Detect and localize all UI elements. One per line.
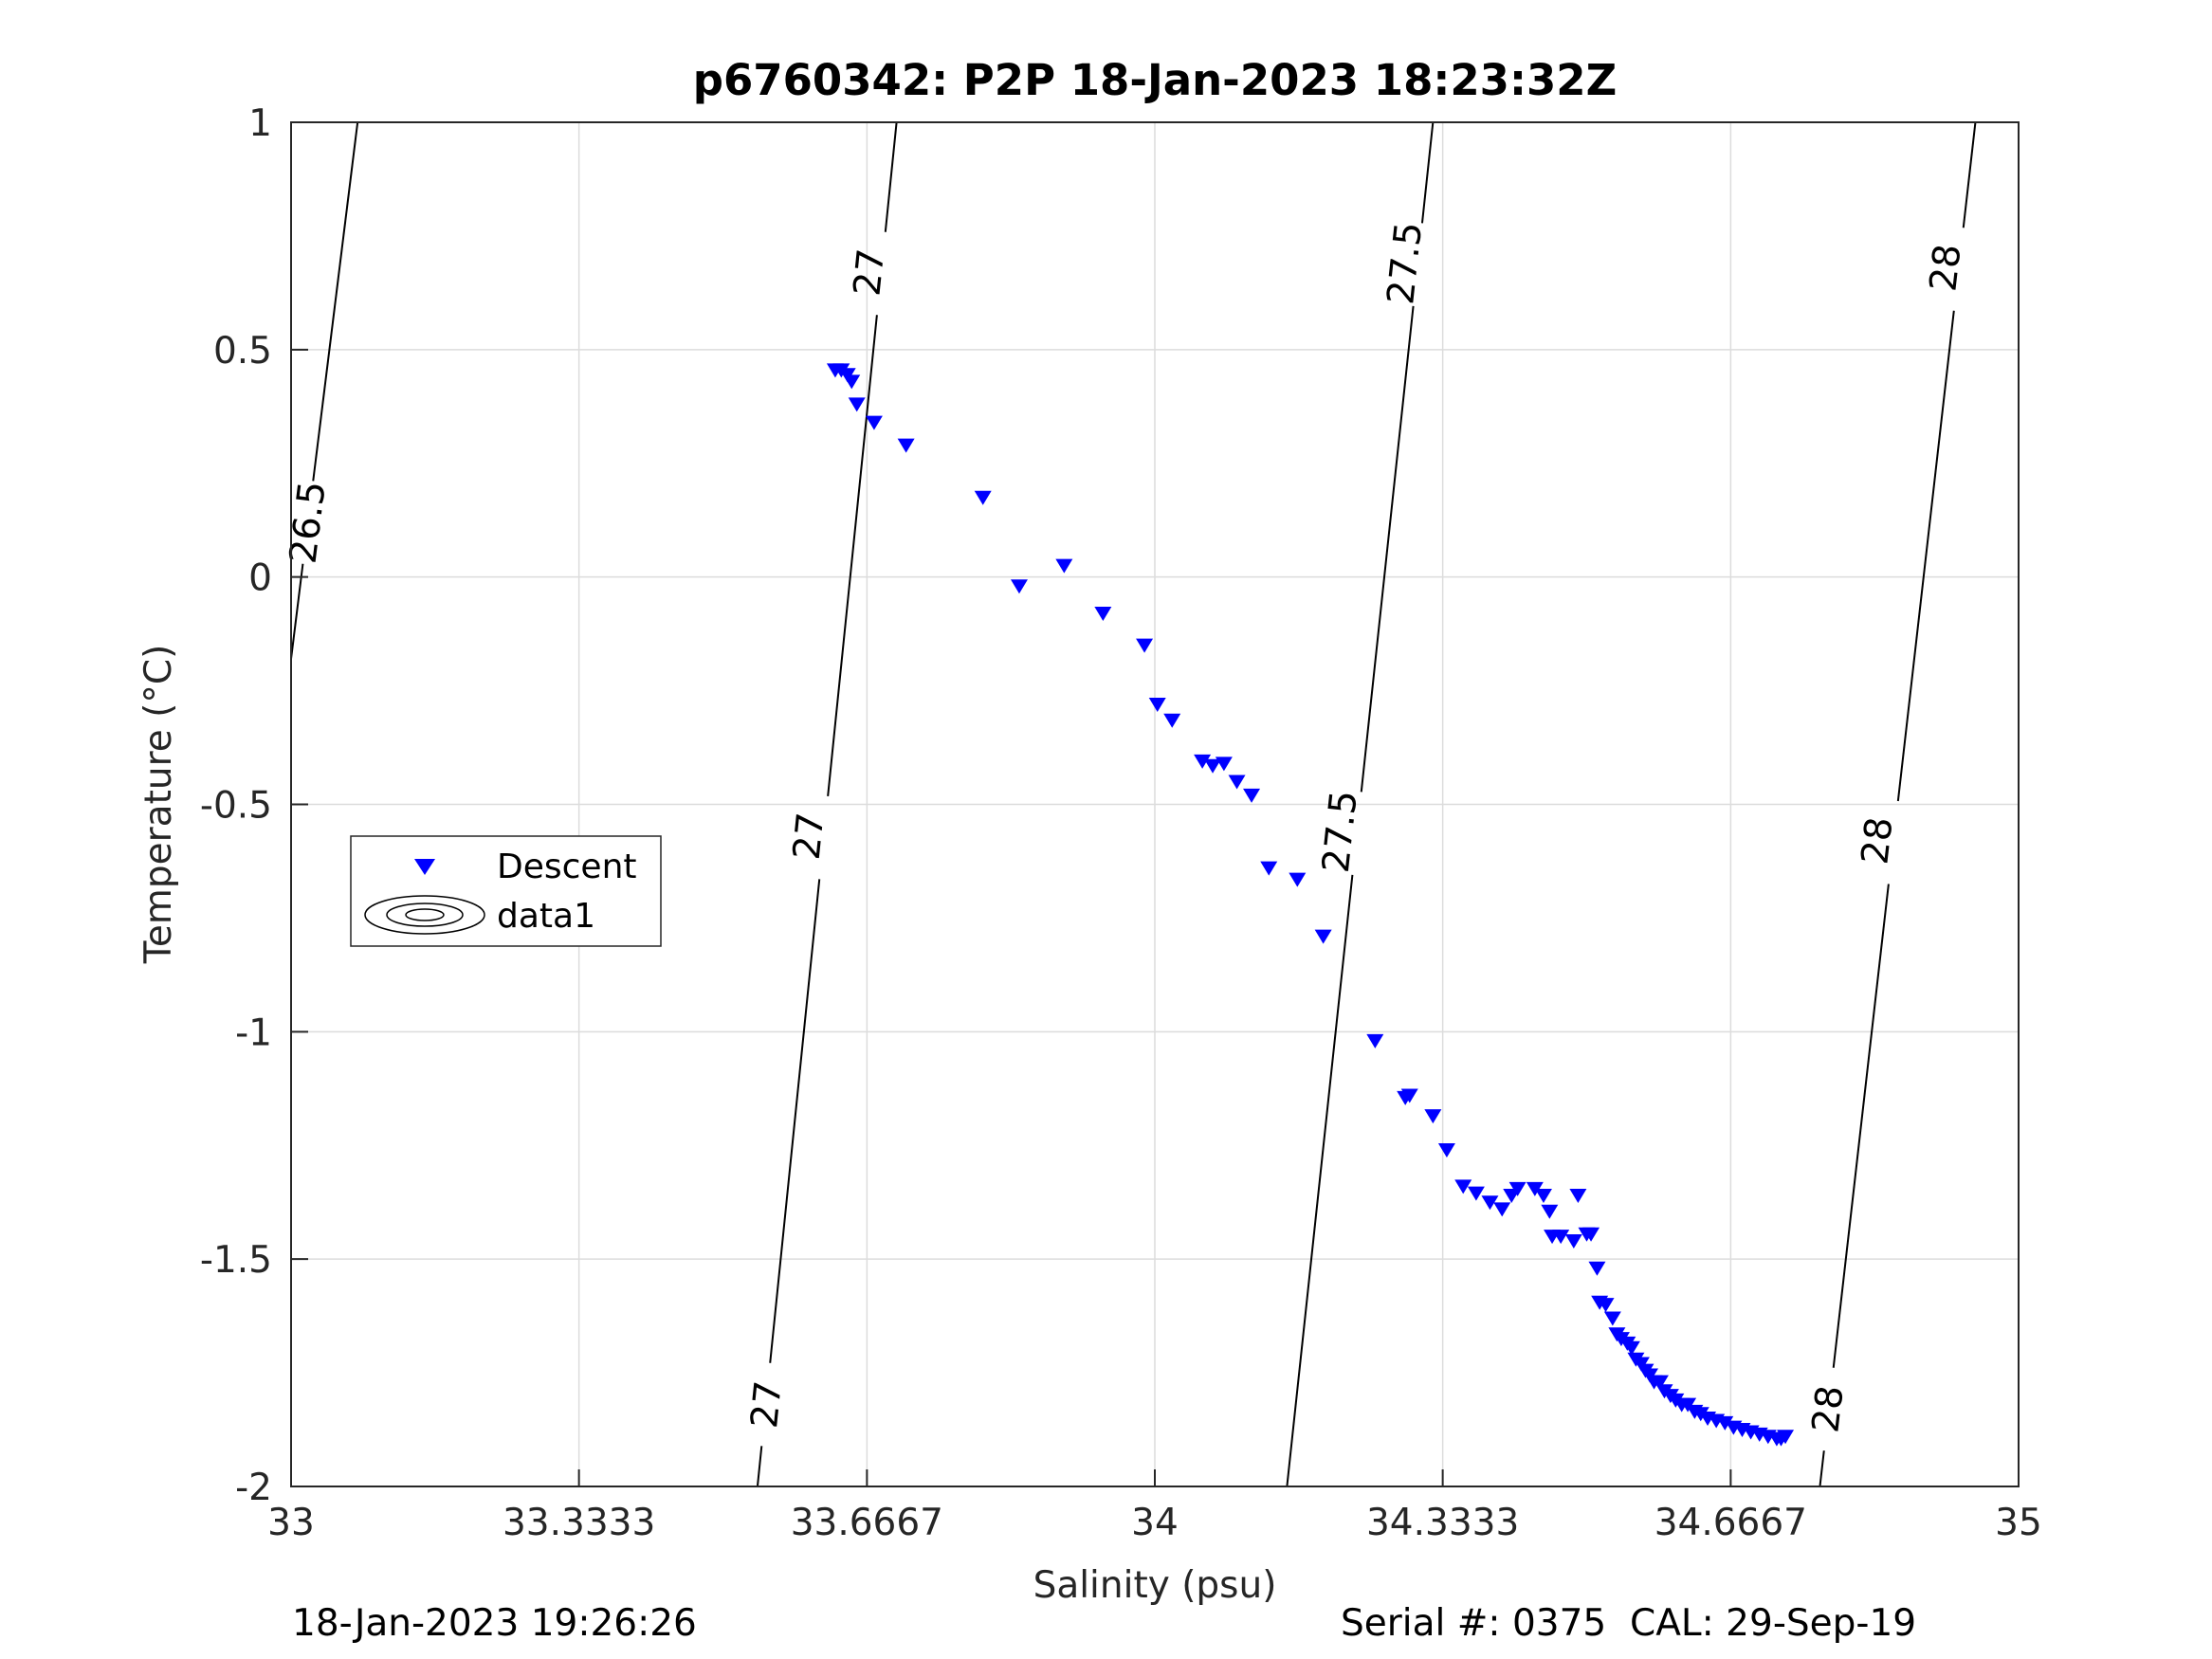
density-contour-line [1962, 121, 1977, 228]
x-tick-label: 33.3333 [503, 1502, 655, 1544]
data-point [1582, 1227, 1600, 1242]
data-point [974, 490, 992, 505]
density-contour-label: 28 [1804, 1383, 1852, 1434]
density-contour-line [1420, 121, 1435, 224]
data-point [1094, 607, 1112, 622]
data-point [1215, 757, 1233, 772]
y-tick-label: -0.5 [200, 785, 272, 828]
data-point [1148, 697, 1166, 712]
density-contour-line [1832, 884, 1890, 1368]
y-axis-label: Temperature (°C) [137, 645, 180, 965]
x-tick-label: 34.3333 [1366, 1502, 1519, 1544]
legend-descent-marker [414, 859, 435, 875]
data-point [1534, 1189, 1552, 1204]
density-contour-label: 27 [846, 246, 893, 298]
data-point [1508, 1181, 1526, 1196]
data-point [1289, 872, 1307, 887]
data-point [1163, 713, 1181, 728]
y-tick-label: 0.5 [213, 330, 272, 373]
density-contour-line [827, 315, 878, 796]
data-point [1314, 929, 1332, 944]
y-tick-label: -2 [235, 1467, 272, 1509]
legend: Descent data1 [350, 835, 662, 947]
data-point [1597, 1298, 1615, 1313]
density-contour-label: 27.5 [1380, 220, 1431, 306]
data-point [1588, 1261, 1606, 1276]
legend-contour-icon [364, 895, 485, 935]
density-contour-label: 28 [1922, 242, 1969, 293]
x-tick-label: 35 [1995, 1502, 2042, 1544]
data-point [1716, 1415, 1734, 1431]
data-point [1603, 1311, 1621, 1326]
data-point [1569, 1189, 1587, 1204]
data-point [1437, 1143, 1455, 1158]
y-tick-label: 0 [248, 557, 272, 600]
density-contour-label: 27 [743, 1379, 791, 1431]
density-contour-line [1360, 305, 1415, 793]
data-point [1136, 638, 1154, 653]
data-point [843, 374, 861, 390]
data-point [1651, 1375, 1669, 1390]
data-point [1481, 1195, 1499, 1211]
data-point [1493, 1202, 1511, 1217]
y-tick-label: -1.5 [200, 1239, 272, 1282]
data-point [1243, 788, 1261, 803]
x-tick-label: 34 [1131, 1502, 1179, 1544]
x-axis-ticks: 33 33.3333 33.6667 34 34.3333 34.6667 35 [267, 1469, 2042, 1544]
density-contour-line [769, 879, 821, 1363]
data-point [1366, 1033, 1384, 1048]
data-point [1204, 758, 1222, 774]
footer-serial-cal: Serial #: 0375 CAL: 29-Sep-19 [1341, 1602, 1917, 1645]
data-point [1622, 1340, 1640, 1356]
legend-descent-label: Descent [497, 848, 637, 886]
data-point [1260, 861, 1278, 876]
data-point [1564, 1233, 1582, 1249]
data-point [1400, 1088, 1418, 1103]
data-point [1194, 754, 1212, 769]
density-contour-line [1286, 874, 1354, 1487]
grid [291, 122, 2019, 1486]
y-tick-label: 1 [248, 102, 272, 145]
data-point [1454, 1179, 1472, 1194]
data-point [1777, 1430, 1795, 1445]
density-contour-line [290, 563, 304, 660]
data-point [1228, 775, 1246, 790]
data-point [1424, 1109, 1442, 1124]
legend-data1-label: data1 [497, 897, 595, 936]
data-point [848, 397, 866, 412]
density-contour-line [312, 121, 359, 482]
density-contour-line [884, 121, 898, 232]
data-point [1526, 1181, 1544, 1196]
y-tick-label: -1 [235, 1012, 272, 1054]
chart-title: p6760342: P2P 18-Jan-2023 18:23:32Z [693, 55, 1618, 105]
density-contour-line [756, 1446, 763, 1487]
data-point [1467, 1186, 1485, 1201]
density-contour-label: 28 [1854, 815, 1901, 866]
descent-series [826, 363, 1795, 1447]
footer-timestamp: 18-Jan-2023 19:26:26 [292, 1602, 697, 1645]
y-axis-ticks: -2 -1.5 -1 -0.5 0 0.5 1 [200, 102, 308, 1509]
density-contour-label: 27.5 [1315, 789, 1366, 875]
data-point [1552, 1230, 1570, 1245]
density-contour-line [1819, 1450, 1825, 1487]
data-point [865, 415, 883, 430]
x-axis-label: Salinity (psu) [1033, 1564, 1277, 1607]
x-tick-label: 33.6667 [791, 1502, 943, 1544]
data-point [897, 438, 915, 453]
x-tick-label: 34.6667 [1654, 1502, 1807, 1544]
density-contour-label: 27 [786, 811, 833, 862]
data-point [1010, 579, 1028, 594]
data-point [1055, 558, 1073, 574]
density-contour-line [1896, 310, 1955, 802]
x-tick-label: 33 [267, 1502, 315, 1544]
legend-box [350, 835, 662, 947]
data-point [1541, 1204, 1559, 1219]
